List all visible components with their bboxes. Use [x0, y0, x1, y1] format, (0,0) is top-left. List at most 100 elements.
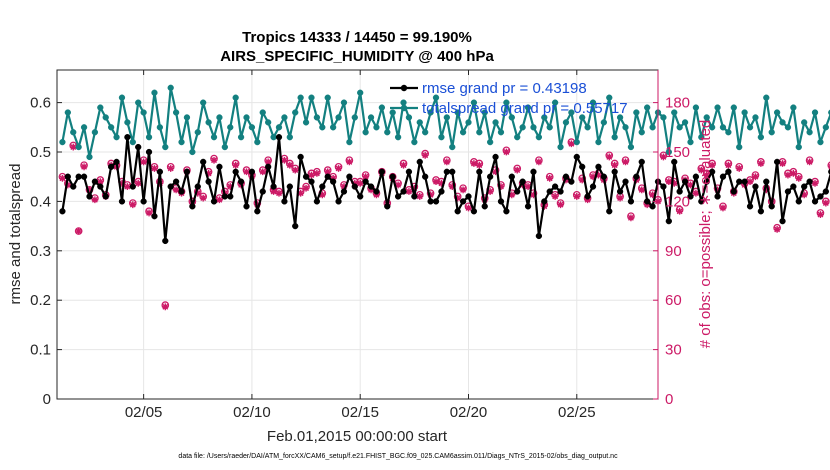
totalspread-point: [64, 109, 71, 116]
obs-evaluated-point: [410, 184, 418, 192]
obs-evaluated-point: [784, 171, 792, 179]
totalspread-point: [514, 134, 521, 141]
totalspread-point: [557, 143, 564, 151]
rmse-point: [102, 193, 109, 200]
obs-evaluated-point: [475, 161, 483, 169]
obs-evaluated-point: [486, 188, 494, 195]
y2-tick-label: 120: [665, 193, 690, 210]
obs-evaluated-point: [151, 165, 158, 172]
totalspread-point: [70, 129, 77, 136]
footnote: data file: /Users/raeder/DAI/ATM_forcXX/…: [178, 453, 618, 460]
obs-evaluated-point: [714, 186, 721, 194]
totalspread-point: [302, 119, 310, 126]
totalspread-point: [91, 129, 99, 136]
totalspread-point: [394, 134, 402, 141]
rmse-point: [757, 208, 765, 215]
series-layer: [58, 84, 830, 311]
totalspread-point: [649, 124, 656, 131]
rmse-point: [243, 203, 250, 210]
totalspread-point: [102, 114, 109, 121]
rmse-point: [302, 173, 310, 180]
obs-evaluated-point: [746, 178, 754, 186]
obs-evaluated-point: [194, 189, 202, 197]
rmse-point: [817, 193, 824, 200]
rmse-point: [470, 208, 478, 215]
totalspread-point: [719, 124, 727, 131]
totalspread-point: [443, 114, 450, 121]
obs-evaluated-point: [773, 225, 781, 233]
obs-evaluated-point: [806, 158, 814, 166]
rmse-point: [584, 193, 591, 200]
rmse-point: [97, 183, 104, 190]
totalspread-point: [389, 109, 396, 116]
rmse-point: [481, 203, 488, 210]
rmse-point: [86, 193, 93, 200]
obs-evaluated-point: [297, 189, 305, 197]
totalspread-point: [422, 129, 429, 136]
obs-evaluated-point: [318, 191, 326, 199]
legend-marker: [400, 84, 408, 92]
totalspread-point: [551, 99, 559, 106]
totalspread-point: [162, 143, 169, 151]
obs-evaluated-point: [611, 161, 619, 169]
totalspread-point: [773, 109, 781, 116]
rmse-point: [394, 193, 402, 200]
totalspread-point: [270, 134, 277, 141]
totalspread-point: [340, 99, 348, 106]
rmse-point: [378, 168, 386, 175]
obs-evaluated-point: [226, 183, 234, 190]
obs-evaluated-point: [752, 173, 759, 181]
obs-evaluated-point: [605, 153, 613, 161]
y2-tick-label: 180: [665, 95, 690, 112]
y-tick-label: 0.4: [30, 193, 51, 210]
rmse-point: [595, 163, 602, 170]
obs-evaluated-point: [719, 204, 727, 212]
totalspread-point: [319, 124, 326, 131]
rmse-point: [730, 188, 737, 195]
totalspread-point: [497, 129, 505, 136]
rmse-point: [162, 237, 169, 245]
obs-evaluated-point: [687, 181, 694, 189]
obs-evaluated-point: [275, 189, 283, 197]
rmse-point: [714, 193, 721, 200]
rmse-point: [790, 183, 797, 190]
obs-evaluated-point: [264, 158, 272, 166]
rmse-point: [779, 218, 786, 225]
rmse-point: [763, 178, 770, 185]
obs-evaluated-point: [535, 158, 543, 166]
x-tick-label: 02/15: [341, 404, 379, 421]
totalspread-point: [449, 143, 456, 151]
obs-evaluated-point: [140, 158, 148, 166]
obs-evaluated-point: [172, 186, 180, 194]
ticks: 02/05 02/10 02/15 02/20 02/25 0 0.1 0.2 0.3 0.4 0.…: [30, 70, 690, 421]
rmse-point: [270, 183, 277, 190]
rmse-point: [681, 178, 689, 185]
obs-evaluated-point: [589, 173, 597, 181]
totalspread-point: [660, 114, 667, 121]
totalspread-point: [633, 109, 640, 116]
y2-tick-label: 30: [665, 342, 682, 359]
totalspread-point: [308, 94, 315, 101]
legend-marker: [400, 104, 408, 112]
rmse-point: [172, 178, 180, 185]
rmse-point: [80, 173, 88, 180]
y2-tick-label: 60: [665, 292, 682, 309]
rmse-point: [438, 188, 445, 195]
obs-evaluated-point: [492, 168, 499, 176]
rmse-point: [265, 163, 272, 170]
totalspread-point: [708, 124, 716, 131]
rmse-point: [459, 198, 467, 205]
totalspread-point: [817, 138, 824, 146]
totalspread-point: [687, 138, 694, 146]
totalspread-point: [357, 89, 364, 96]
obs-evaluated-point: [96, 178, 104, 186]
obs-evaluated-point: [557, 201, 564, 209]
totalspread-point: [546, 124, 553, 131]
totalspread-point: [627, 143, 635, 151]
obs-evaluated-point: [779, 160, 786, 167]
x-tick-label: 02/20: [450, 404, 488, 421]
rmse-point: [367, 183, 375, 190]
rmse-point: [551, 183, 559, 190]
totalspread-point: [210, 134, 218, 141]
obs-evaluated-point: [394, 181, 402, 189]
